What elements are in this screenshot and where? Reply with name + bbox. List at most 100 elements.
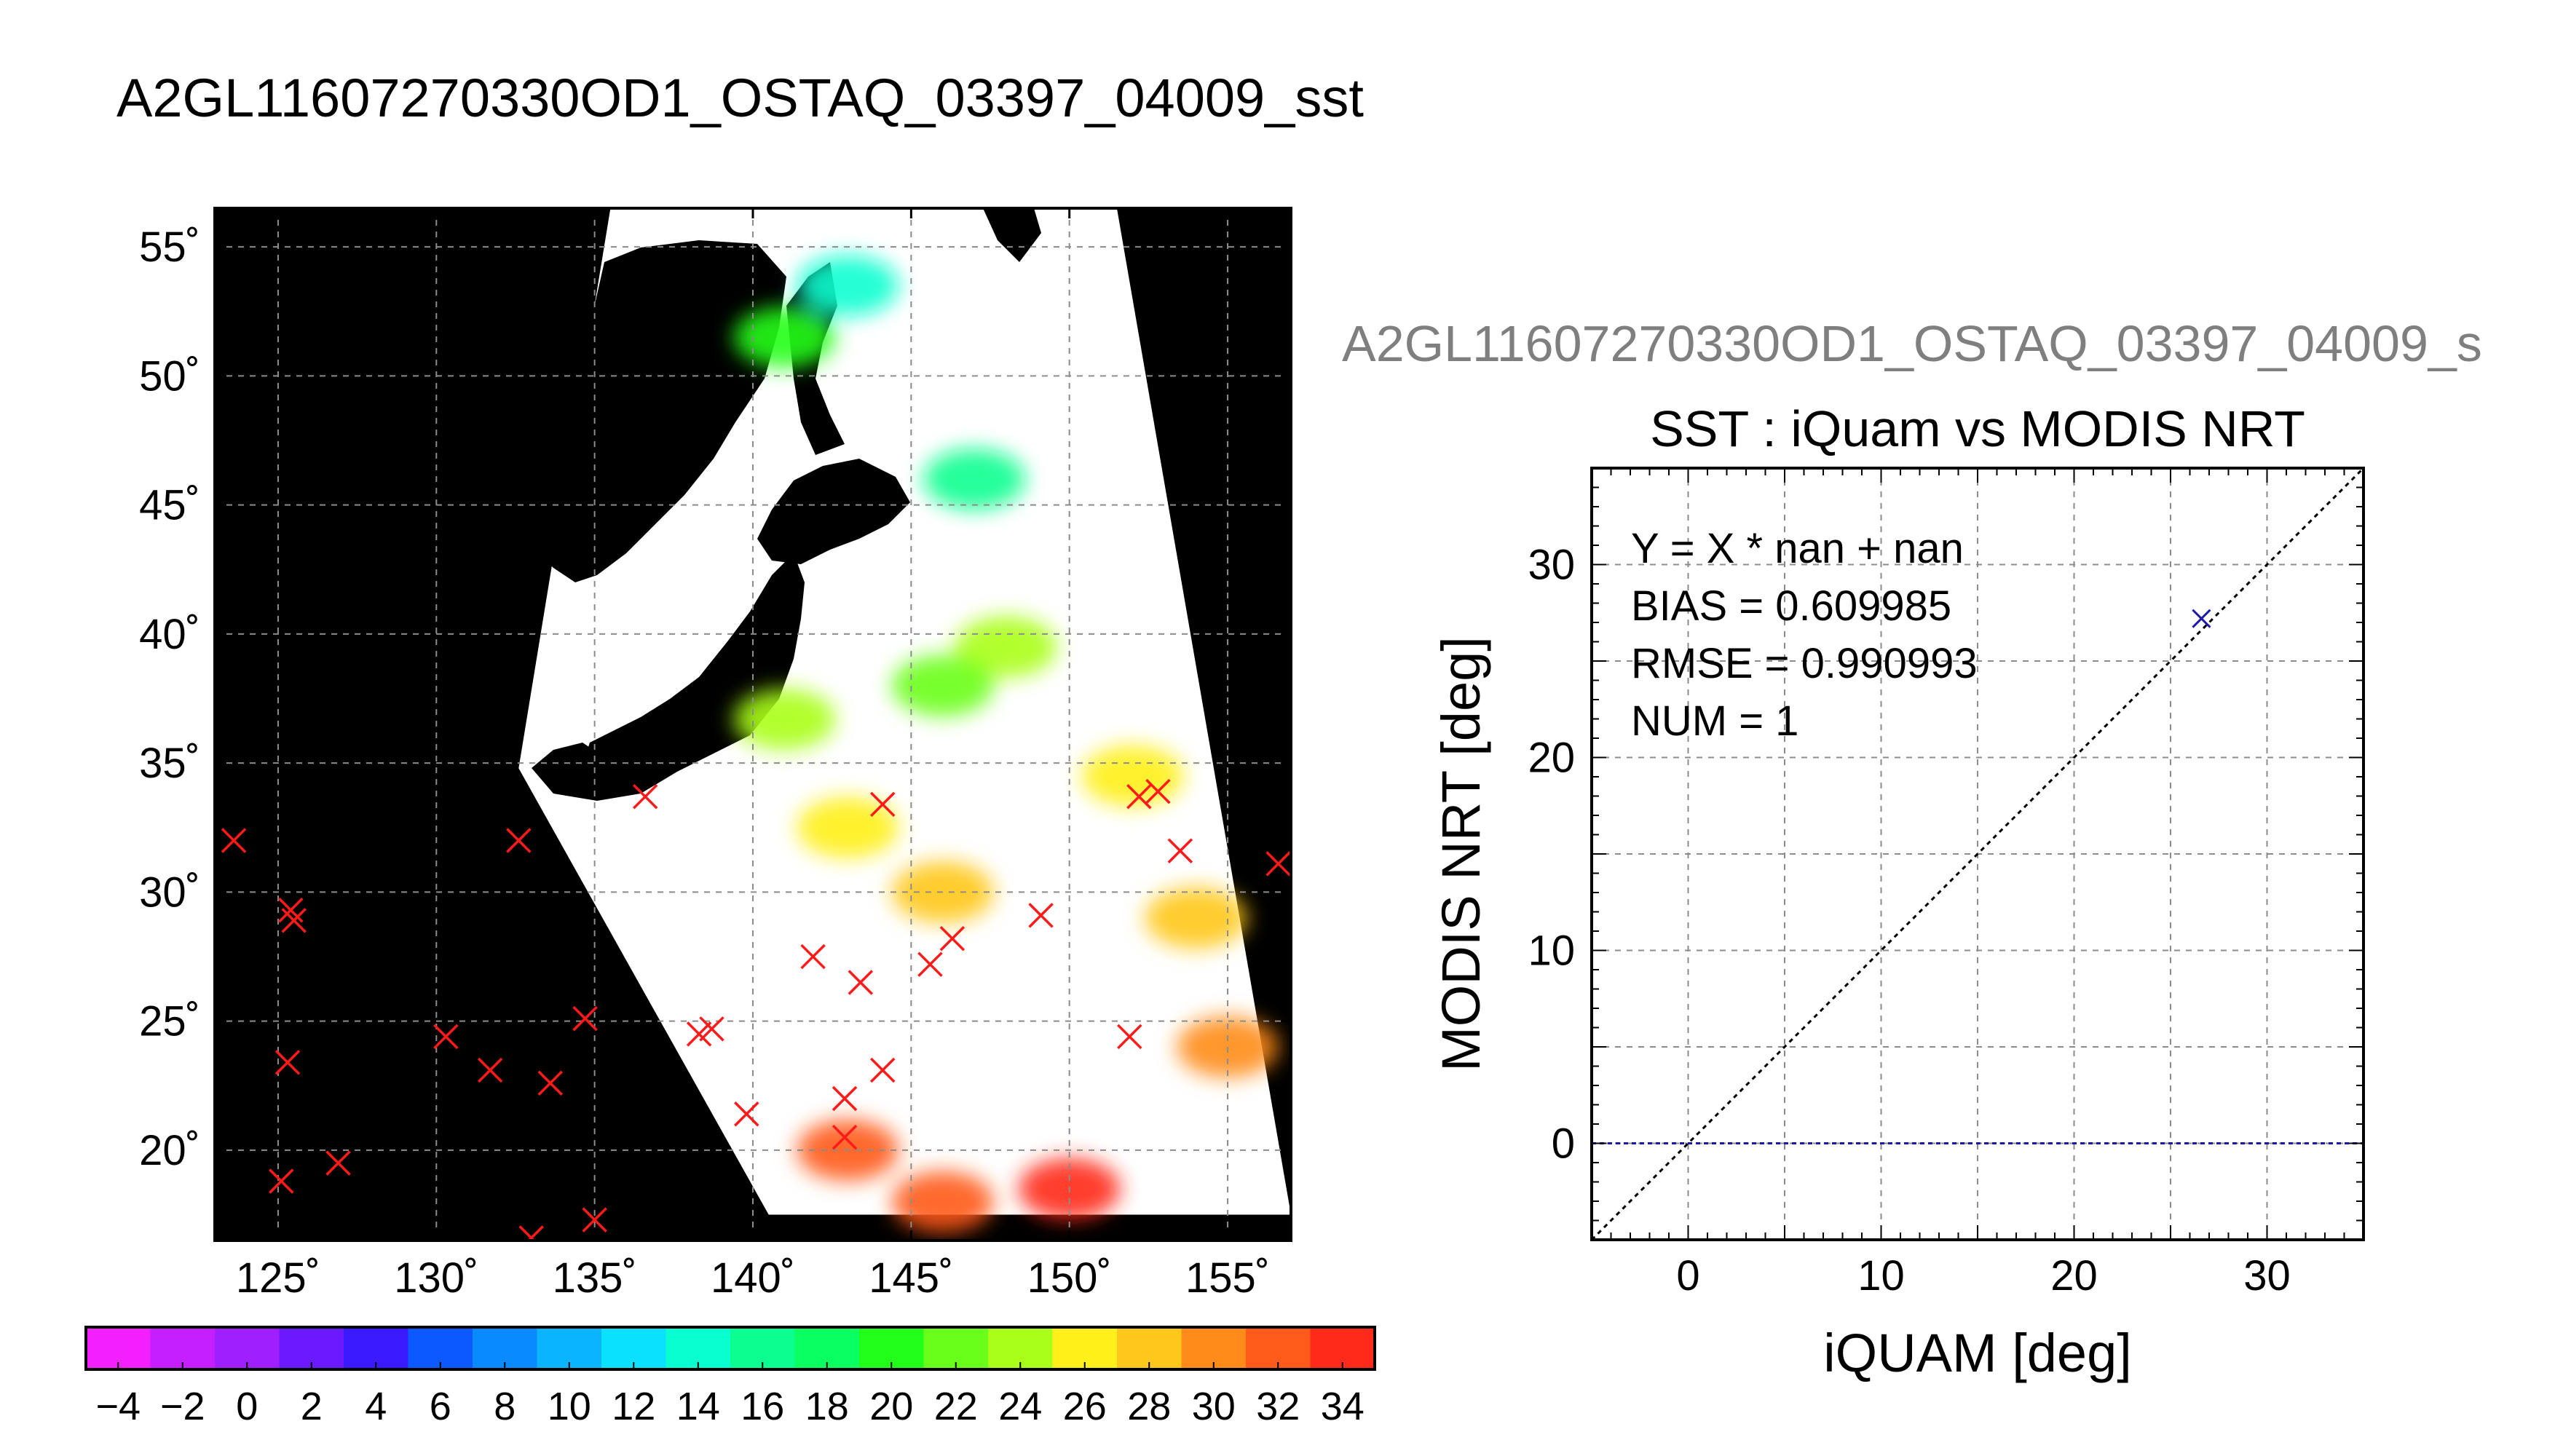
matchup-marker — [1028, 903, 1054, 928]
map-lon-tick-label: 145˚ — [869, 1254, 953, 1302]
sst-map: 20˚ 25˚ 30˚ 35˚ 40˚ 45˚ 50˚ 55˚ 125˚ 130˚ 135˚ 140… — [139, 207, 1292, 1302]
scatter-panel: A2GL11607270330OD1_OSTAQ_03397_04009_s S… — [1342, 315, 2482, 1383]
scatter-y-tick-label: 30 — [1528, 542, 1575, 589]
scatter-y-tick-label: 20 — [1528, 735, 1575, 782]
matchup-marker — [1145, 778, 1171, 804]
map-lon-tick-label: 155˚ — [1185, 1254, 1270, 1302]
map-lon-tick-label: 150˚ — [1027, 1254, 1112, 1302]
colorbar-tick-label: 12 — [612, 1385, 655, 1428]
colorbar-tick-label: 0 — [236, 1385, 258, 1428]
scatter-x-tick-label: 30 — [2243, 1252, 2291, 1299]
colorbar-tick-label: 18 — [805, 1385, 849, 1428]
map-lat-tick-label: 40˚ — [139, 611, 200, 658]
matchup-marker — [1167, 838, 1193, 863]
matchup-marker — [686, 1021, 712, 1047]
scatter-y-tick-label: 0 — [1552, 1120, 1575, 1168]
colorbar-cells — [86, 1327, 1375, 1369]
scatter-x-ticks: 0 10 20 30 — [1676, 1252, 2290, 1299]
scatter-points — [2192, 609, 2211, 628]
matchup-marker — [1265, 851, 1291, 877]
matchup-marker — [582, 1207, 607, 1233]
matchup-marker — [281, 908, 307, 933]
matchup-marker — [1126, 784, 1152, 810]
map-lat-tick-label: 45˚ — [139, 482, 200, 529]
sst-patch — [923, 448, 1026, 510]
sst-patch — [797, 255, 899, 317]
sst-patch — [733, 688, 836, 750]
matchup-marker — [506, 828, 532, 853]
scatter-x-tick-label: 0 — [1676, 1252, 1699, 1299]
colorbar-tick-label: 10 — [548, 1385, 591, 1428]
map-lat-tick-label: 35˚ — [139, 740, 200, 787]
page-title: A2GL11607270330OD1_OSTAQ_03397_04009_sst — [117, 68, 1364, 128]
stats-fit: Y = X * nan + nan — [1631, 525, 1964, 572]
matchup-marker — [1117, 1024, 1142, 1050]
sst-patch — [891, 654, 994, 716]
scatter-title: SST : iQuam vs MODIS NRT — [1650, 400, 2305, 457]
matchup-marker — [572, 1005, 598, 1032]
matchup-marker — [325, 1150, 351, 1176]
scatter-file-title: A2GL11607270330OD1_OSTAQ_03397_04009_s — [1342, 315, 2482, 372]
land-mainland — [539, 240, 786, 582]
colorbar-tick-label: 34 — [1321, 1385, 1365, 1428]
matchup-points — [221, 778, 1291, 1241]
colorbar-labels: −4 −2 0 2 4 6 8 10 12 14 16 18 20 22 24 26 28 30 32 34 — [95, 1362, 1365, 1428]
colorbar-tick-label: 2 — [301, 1385, 323, 1428]
scatter-y-ticks: 0 10 20 30 — [1528, 542, 1575, 1168]
scatter-y-tick-label: 10 — [1528, 927, 1575, 975]
sst-patch — [1081, 745, 1184, 807]
colorbar-tick-label: −2 — [160, 1385, 205, 1428]
colorbar-frame — [84, 1326, 1376, 1371]
map-lon-tick-label: 130˚ — [394, 1254, 478, 1302]
map-lon-ticks: 125˚ 130˚ 135˚ 140˚ 145˚ 150˚ 155˚ — [236, 208, 1270, 1302]
matchup-marker — [477, 1057, 503, 1083]
land-kyushu-shikoku — [532, 743, 641, 801]
colorbar: −4 −2 0 2 4 6 8 10 12 14 16 18 20 22 24 26 28 30 32 34 — [84, 1326, 1376, 1428]
matchup-marker — [832, 1124, 858, 1150]
one-to-one-line — [1592, 468, 2364, 1240]
map-lat-tick-label: 20˚ — [139, 1127, 200, 1174]
matchup-marker — [939, 925, 965, 951]
scatter-x-tick-label: 20 — [2050, 1252, 2098, 1299]
colorbar-tick-label: 20 — [869, 1385, 913, 1428]
sst-patch — [733, 306, 836, 368]
map-gridlines — [215, 208, 1291, 1241]
map-lon-tick-label: 135˚ — [553, 1254, 637, 1302]
sst-patch — [891, 1171, 994, 1233]
stats-bias: BIAS = 0.609985 — [1631, 582, 1951, 630]
matchup-marker — [869, 791, 896, 818]
colorbar-tick-label: 4 — [365, 1385, 387, 1428]
matchup-marker — [278, 898, 304, 923]
sst-patches — [733, 255, 1279, 1233]
map-lat-ticks: 20˚ 25˚ 30˚ 35˚ 40˚ 45˚ 50˚ 55˚ — [139, 223, 1291, 1174]
sst-patch — [1145, 887, 1247, 949]
map-lat-tick-label: 55˚ — [139, 223, 200, 271]
scatter-x-label: iQUAM [deg] — [1823, 1323, 2132, 1383]
colorbar-tick-label: 32 — [1256, 1385, 1300, 1428]
matchup-marker — [699, 1016, 724, 1042]
matchup-marker — [800, 943, 826, 970]
colorbar-tick-label: 6 — [430, 1385, 451, 1428]
colorbar-tick-label: 28 — [1127, 1385, 1171, 1428]
matchup-marker — [275, 1050, 301, 1075]
stats-rmse: RMSE = 0.990993 — [1631, 640, 1978, 687]
map-lon-tick-label: 140˚ — [711, 1254, 795, 1302]
colorbar-tick-label: 16 — [741, 1385, 784, 1428]
stats-block: Y = X * nan + nan BIAS = 0.609985 RMSE =… — [1631, 525, 1978, 745]
matchup-marker — [433, 1024, 459, 1050]
stats-num: NUM = 1 — [1631, 697, 1798, 745]
matchup-marker — [869, 1057, 896, 1083]
matchup-marker — [848, 970, 874, 995]
colorbar-tick-label: 30 — [1192, 1385, 1236, 1428]
colorbar-tick-label: 22 — [934, 1385, 978, 1428]
map-lat-tick-label: 25˚ — [139, 998, 200, 1045]
colorbar-tick-label: 24 — [998, 1385, 1042, 1428]
matchup-marker — [269, 1168, 294, 1194]
matchup-marker — [537, 1070, 564, 1096]
colorbar-tick-label: 14 — [676, 1385, 720, 1428]
scatter-x-tick-label: 10 — [1857, 1252, 1905, 1299]
scatter-minor-ticks — [1591, 467, 2364, 1241]
map-lat-tick-label: 50˚ — [139, 352, 200, 400]
matchup-marker — [832, 1085, 858, 1112]
